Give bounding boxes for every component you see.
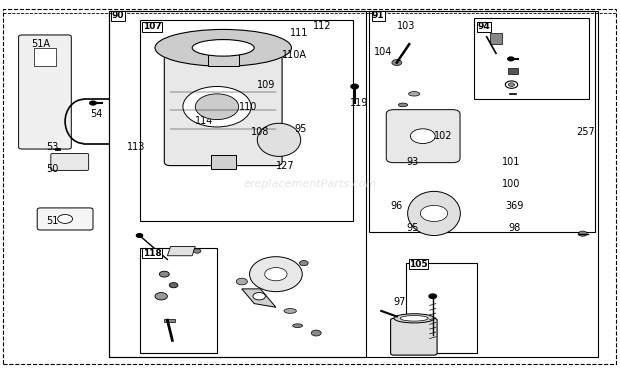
Text: 257: 257 (577, 127, 595, 138)
Ellipse shape (257, 123, 301, 156)
Text: 109: 109 (257, 79, 276, 90)
Circle shape (89, 101, 97, 105)
Text: 94: 94 (477, 22, 490, 31)
Ellipse shape (409, 92, 420, 96)
Bar (508, 68, 518, 74)
Text: 127: 127 (276, 160, 294, 171)
Text: 95: 95 (406, 223, 419, 233)
FancyBboxPatch shape (391, 318, 437, 355)
Text: 102: 102 (434, 131, 453, 141)
Text: 110: 110 (239, 102, 257, 112)
Circle shape (410, 129, 435, 144)
Circle shape (351, 84, 358, 89)
Polygon shape (242, 289, 276, 307)
Circle shape (420, 205, 448, 222)
Bar (140, 20, 353, 221)
FancyBboxPatch shape (51, 153, 89, 170)
Text: 96: 96 (391, 201, 403, 211)
Bar (34, 48, 56, 66)
Bar (474, 18, 589, 99)
Text: 54: 54 (90, 109, 102, 119)
Circle shape (508, 83, 515, 86)
Bar (406, 263, 477, 353)
Text: 95: 95 (294, 124, 307, 134)
Ellipse shape (399, 103, 408, 107)
Circle shape (253, 293, 265, 300)
Text: 97: 97 (394, 297, 406, 307)
Circle shape (429, 294, 436, 298)
Circle shape (193, 249, 201, 253)
Text: 50: 50 (46, 164, 59, 174)
Ellipse shape (155, 29, 291, 66)
Text: 91: 91 (372, 11, 384, 20)
Ellipse shape (401, 315, 428, 321)
Circle shape (183, 86, 251, 127)
Text: 110A: 110A (282, 50, 307, 60)
Text: 108: 108 (251, 127, 270, 138)
Text: 100: 100 (502, 179, 521, 189)
Circle shape (169, 283, 178, 288)
Text: ereplacementParts.com: ereplacementParts.com (244, 179, 376, 189)
Circle shape (159, 271, 169, 277)
Polygon shape (167, 247, 195, 256)
Text: 107: 107 (143, 22, 161, 31)
Ellipse shape (394, 314, 434, 323)
Text: 112: 112 (313, 21, 332, 31)
Text: 98: 98 (508, 223, 521, 233)
Text: 101: 101 (502, 157, 521, 167)
Circle shape (578, 231, 587, 236)
Circle shape (195, 94, 239, 120)
Bar (211, 155, 236, 169)
Text: 51A: 51A (31, 39, 50, 49)
Ellipse shape (293, 324, 303, 328)
Text: 118: 118 (143, 249, 161, 258)
Bar (490, 33, 502, 44)
Circle shape (392, 60, 402, 66)
FancyBboxPatch shape (37, 208, 93, 230)
Text: 53: 53 (46, 142, 59, 152)
Circle shape (311, 330, 321, 336)
Bar (140, 248, 217, 353)
Bar (369, 11, 595, 232)
Ellipse shape (192, 40, 254, 56)
Text: 90: 90 (112, 11, 124, 20)
Text: 103: 103 (397, 21, 415, 31)
FancyBboxPatch shape (19, 35, 71, 149)
Text: 105: 105 (409, 260, 428, 269)
Text: 119: 119 (350, 98, 369, 108)
Ellipse shape (284, 308, 296, 314)
Text: 51: 51 (46, 216, 59, 226)
Circle shape (265, 268, 287, 281)
Text: 104: 104 (374, 46, 392, 57)
Text: 111: 111 (290, 28, 309, 38)
Bar (108, 11, 598, 357)
Circle shape (508, 57, 514, 61)
Text: 113: 113 (127, 142, 146, 152)
FancyBboxPatch shape (164, 55, 282, 166)
Bar (208, 44, 239, 66)
Circle shape (155, 293, 167, 300)
FancyBboxPatch shape (386, 110, 460, 163)
Circle shape (136, 234, 143, 237)
Text: 369: 369 (505, 201, 524, 211)
Text: 93: 93 (406, 157, 419, 167)
Circle shape (299, 261, 308, 266)
Circle shape (58, 215, 73, 223)
Ellipse shape (249, 257, 303, 291)
Circle shape (236, 278, 247, 285)
Ellipse shape (408, 191, 460, 236)
Bar (108, 11, 366, 357)
Text: 114: 114 (195, 116, 214, 127)
Bar (164, 319, 175, 322)
